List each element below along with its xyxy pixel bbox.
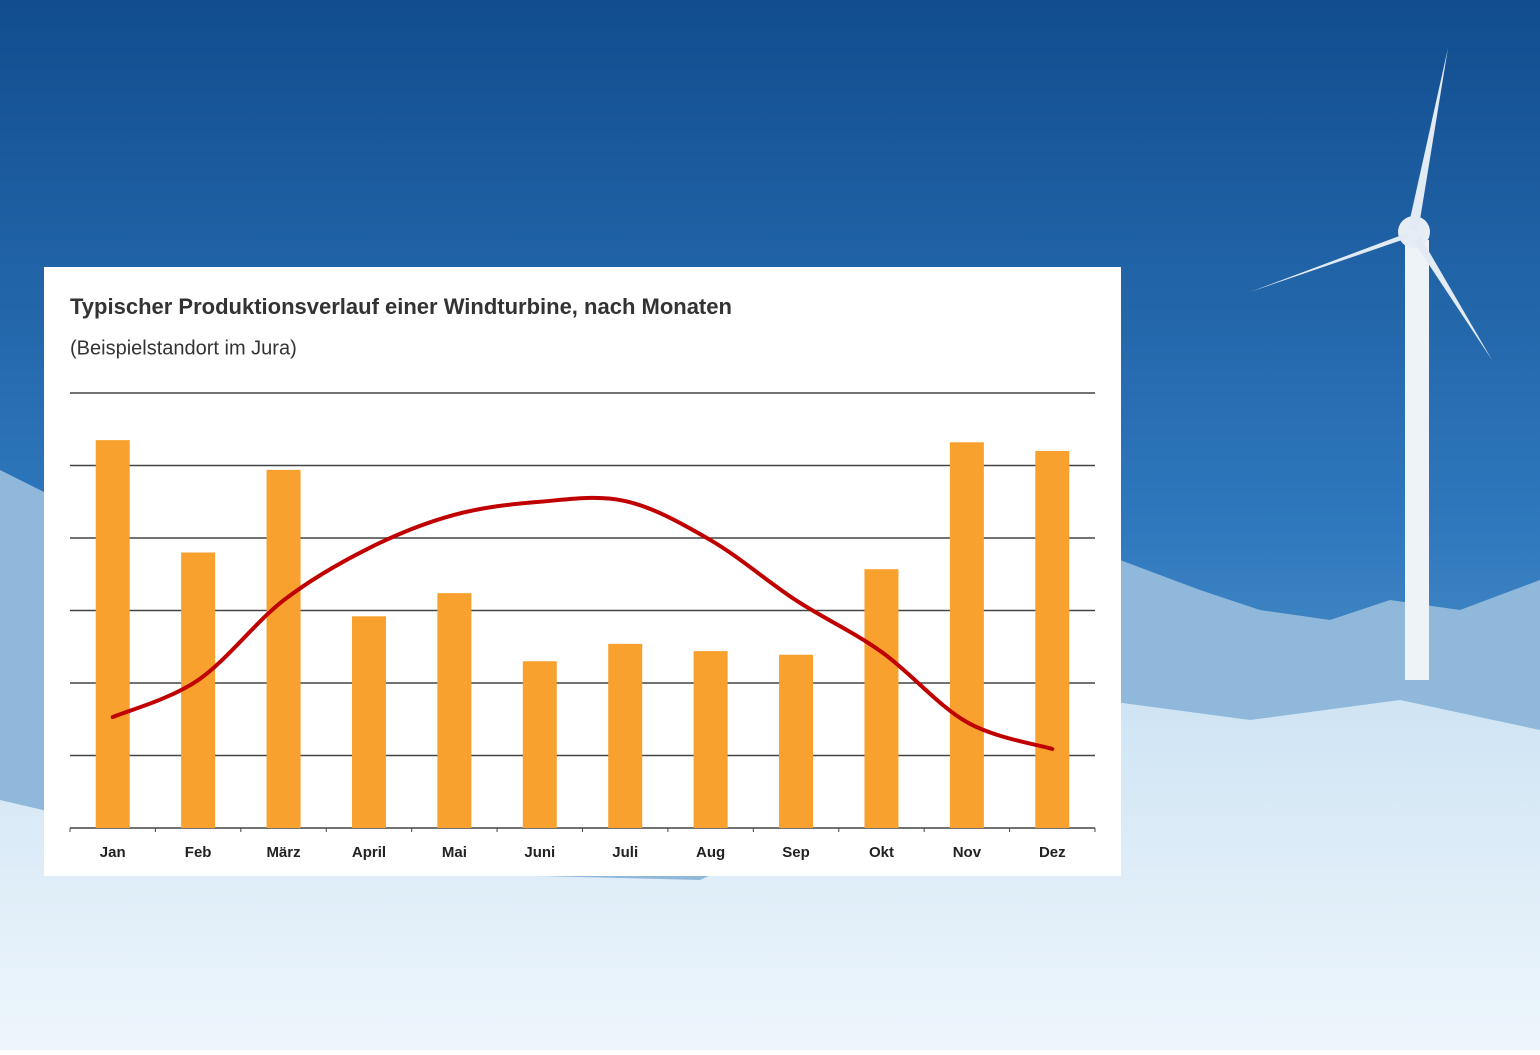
wind-turbine (1250, 48, 1492, 680)
x-tick-label: März (266, 844, 300, 861)
bar (181, 552, 216, 828)
chart-subtitle: (Beispielstandort im Jura) (70, 337, 297, 359)
chart-title: Typischer Produktionsverlauf einer Windt… (70, 294, 732, 319)
x-tick-label: Sep (782, 844, 810, 861)
line (110, 495, 1055, 751)
x-tick-label: Juni (524, 844, 555, 861)
bar (949, 442, 984, 828)
bar (693, 651, 728, 828)
x-tick-label: Nov (953, 844, 982, 861)
bar (351, 616, 386, 828)
bar (779, 654, 814, 828)
x-tick-label: Juli (612, 844, 638, 861)
x-tick-label: Dez (1039, 844, 1066, 861)
bar (608, 643, 643, 828)
bar (1035, 451, 1070, 828)
x-tick-label: April (352, 844, 386, 861)
x-tick-label: Feb (185, 844, 212, 861)
bar (522, 661, 557, 828)
bar (266, 469, 301, 828)
x-tick-label: Jan (100, 844, 126, 861)
bar (437, 593, 472, 828)
chart-panel (44, 267, 1121, 876)
x-tick-label: Mai (442, 844, 467, 861)
bar (95, 440, 130, 828)
x-tick-label: Aug (696, 844, 725, 861)
x-tick-label: Okt (869, 844, 894, 861)
bar (864, 569, 899, 828)
